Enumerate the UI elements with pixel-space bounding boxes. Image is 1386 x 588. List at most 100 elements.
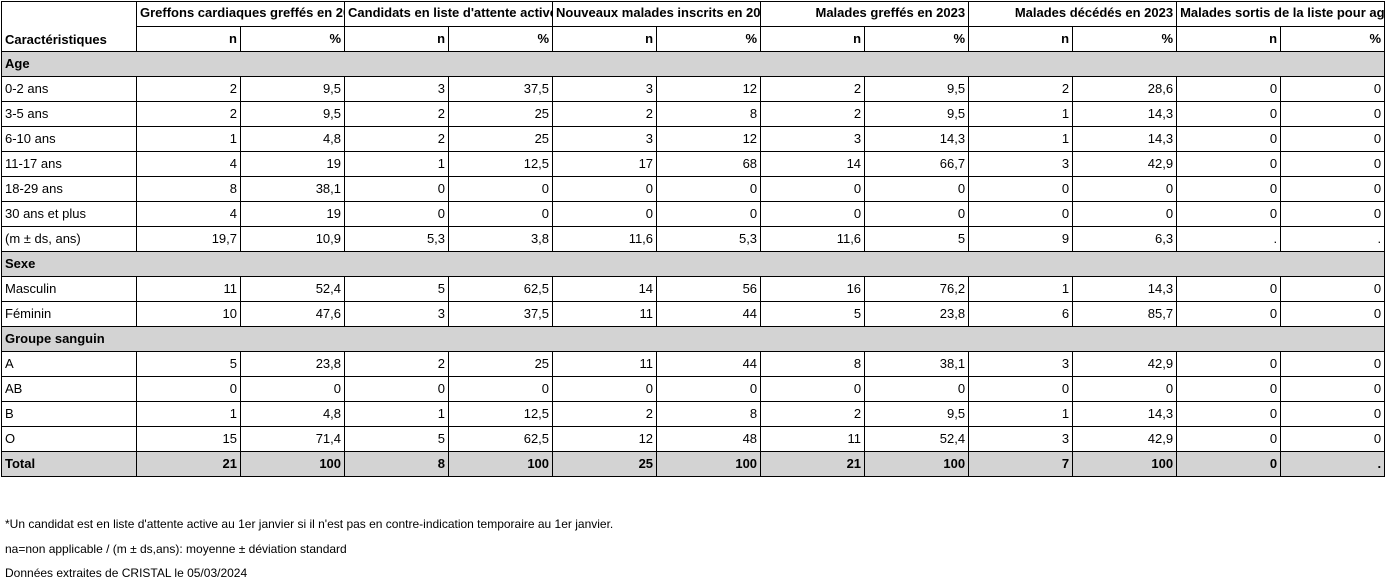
cell-percent: 23,8 [239,351,346,377]
cell-count: 2 [136,76,241,102]
table-row: 30 ans et plus 4 19 0 0 0 0 0 0 0 0 0 0 [1,201,1386,227]
row-label: Masculin [1,276,137,302]
section-title: Age [0,51,1386,77]
footnotes: *Un candidat est en liste d'attente acti… [5,512,613,586]
cell-percent: 68 [656,151,762,177]
cell-count: 11,6 [552,226,658,252]
cell-percent: 12 [656,76,762,102]
cell-count: 0 [344,176,450,202]
cell-count: 0 [552,176,658,202]
cell-percent: 0 [864,176,970,202]
cell-count: 1 [968,101,1074,127]
cell-percent: 0 [239,376,346,402]
cell-count: 0 [1176,401,1282,427]
cell-percent: 14,3 [1072,276,1178,302]
table-row: Masculin 11 52,4 5 62,5 14 56 16 76,2 1 14,3 0 0 [1,276,1386,302]
row-label: Féminin [1,301,137,327]
cell-count: 3 [552,76,658,102]
cell-count: 2 [552,401,658,427]
cell-percent: 44 [656,301,762,327]
sub-header-percent: % [864,26,970,52]
cell-percent: 0 [1280,351,1386,377]
row-label: (m ± ds, ans) [1,226,137,252]
cell-count: 0 [344,376,450,402]
sub-header-n: n [760,26,866,52]
cell-percent: 9,5 [864,101,970,127]
cell-count: 3 [552,126,658,152]
cell-percent: 9,5 [864,401,970,427]
cell-percent: 47,6 [239,301,346,327]
cell-count: 1 [968,126,1074,152]
row-label: 18-29 ans [1,176,137,202]
sub-header-percent: % [656,26,762,52]
total-percent: . [1280,451,1386,477]
cell-count: 4 [136,201,241,227]
cell-count: 0 [1176,351,1282,377]
cell-percent: 0 [864,201,970,227]
cell-count: 0 [968,176,1074,202]
cell-percent: 19 [239,151,346,177]
table-header: Caractéristiques Greffons cardiaques gre… [1,1,1386,52]
cell-count: 3 [968,426,1074,452]
cell-count: 14 [552,276,658,302]
cell-count: 2 [760,101,866,127]
row-label: AB [1,376,137,402]
cell-percent: 0 [1072,376,1178,402]
column-group-header: Nouveaux malades inscrits en 2023 [552,1,762,27]
cell-percent: 8 [656,101,762,127]
cell-percent: 9,5 [239,76,346,102]
sub-header-percent: % [1072,26,1178,52]
cell-percent: 62,5 [448,276,554,302]
sub-header-n: n [968,26,1074,52]
cell-count: 2 [344,351,450,377]
cell-count: 11 [760,426,866,452]
cell-count: 2 [136,101,241,127]
cell-percent: 14,3 [1072,101,1178,127]
table-row: A 5 23,8 2 25 11 44 8 38,1 3 42,9 0 0 [1,351,1386,377]
footnote-abbreviations: na=non applicable / (m ± ds,ans): moyenn… [5,541,347,556]
cell-count: 1 [968,276,1074,302]
table-row: 18-29 ans 8 38,1 0 0 0 0 0 0 0 0 0 0 [1,176,1386,202]
cell-percent: 38,1 [864,351,970,377]
cell-count: 0 [344,201,450,227]
total-percent: 100 [448,451,554,477]
cell-count: 0 [1176,101,1282,127]
cell-count: 1 [136,401,241,427]
sub-header-row: n % n % n % n % n % n % [2,26,1386,52]
cell-percent: 0 [1072,176,1178,202]
row-label: 11-17 ans [1,151,137,177]
cell-count: 15 [136,426,241,452]
footnote-active-waitlist: *Un candidat est en liste d'attente acti… [5,517,614,531]
cell-count: 3 [968,351,1074,377]
cell-percent: 25 [448,126,554,152]
cell-percent: 0 [1280,176,1386,202]
cell-percent: 0 [864,376,970,402]
total-count: 21 [136,451,241,477]
cell-percent: 66,7 [864,151,970,177]
cell-percent: 37,5 [448,76,554,102]
cell-percent: 12,5 [448,151,554,177]
cell-count: 3 [344,76,450,102]
total-count: 0 [1176,451,1282,477]
section-header-row: Groupe sanguin [0,326,1386,352]
cell-count: 9 [968,226,1074,252]
cell-count: 8 [760,351,866,377]
cell-percent: 42,9 [1072,426,1178,452]
cell-count: 1 [344,401,450,427]
cell-percent: 0 [1280,276,1386,302]
cell-percent: 37,5 [448,301,554,327]
cell-percent: 12 [656,126,762,152]
cell-count: 2 [552,101,658,127]
cell-percent: 0 [656,201,762,227]
cell-percent: 42,9 [1072,351,1178,377]
cell-percent: 25 [448,101,554,127]
cell-count: 2 [968,76,1074,102]
cell-percent: 0 [656,176,762,202]
cell-percent: 0 [656,376,762,402]
cell-count: 0 [136,376,241,402]
cell-percent: 62,5 [448,426,554,452]
cell-count: 0 [552,201,658,227]
sub-header-percent: % [1280,26,1386,52]
cell-percent: 0 [1280,401,1386,427]
cell-percent: 0 [1280,126,1386,152]
